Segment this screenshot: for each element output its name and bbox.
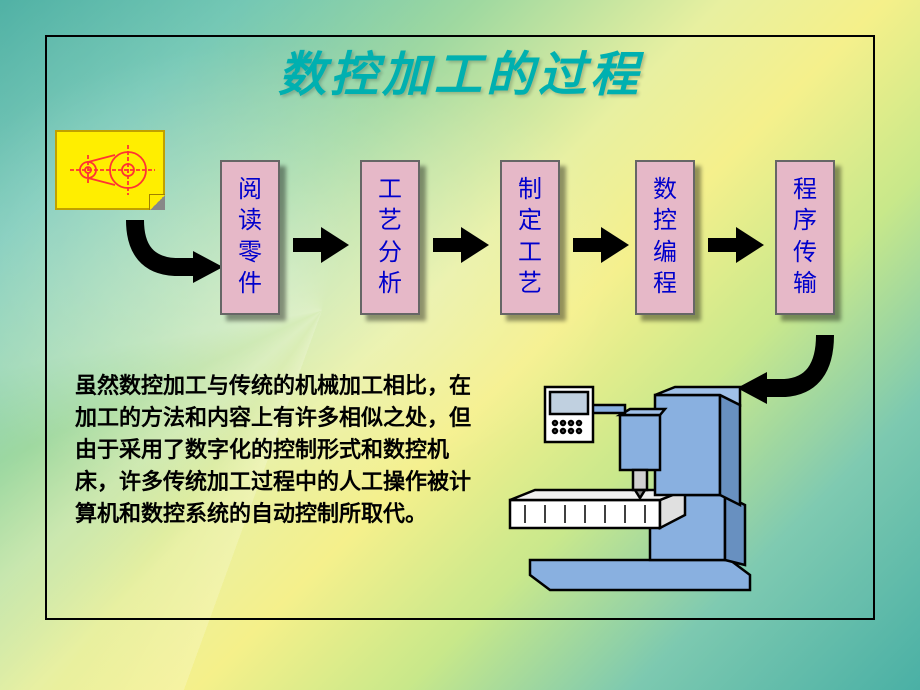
- flow-step-4: 程序传输: [775, 160, 835, 315]
- arrow-right-icon: [573, 225, 629, 270]
- technical-drawing-icon: [55, 130, 170, 216]
- flow-step-2: 制定工艺: [500, 160, 560, 315]
- flowchart-area: 阅读零件 工艺分析 制定工艺 数控编程 程序传输: [55, 130, 885, 340]
- description-paragraph: 虽然数控加工与传统的机械加工相比，在加工的方法和内容上有许多相似之处，但由于采用…: [75, 370, 475, 529]
- arrow-right-icon: [293, 225, 349, 270]
- flow-step-0: 阅读零件: [220, 160, 280, 315]
- flow-step-3: 数控编程: [635, 160, 695, 315]
- arrow-right-icon: [433, 225, 489, 270]
- flow-step-1: 工艺分析: [360, 160, 420, 315]
- arrow-right-icon: [708, 225, 764, 270]
- slide-title: 数控加工的过程: [0, 35, 920, 105]
- cnc-machine-icon: [490, 365, 770, 595]
- arrow-curve-down-icon: [115, 215, 225, 300]
